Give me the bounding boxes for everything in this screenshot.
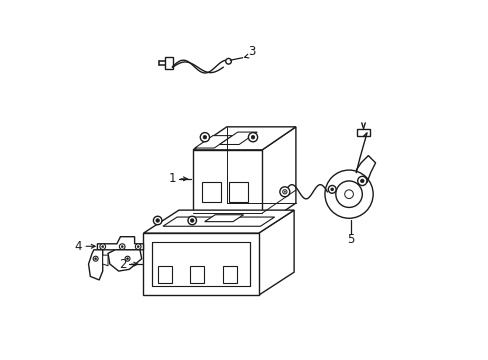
Polygon shape xyxy=(356,129,369,136)
Polygon shape xyxy=(189,266,203,283)
Circle shape xyxy=(119,244,125,249)
Circle shape xyxy=(325,170,372,218)
Circle shape xyxy=(330,188,333,191)
Text: 4: 4 xyxy=(74,240,81,253)
Circle shape xyxy=(121,246,123,248)
Polygon shape xyxy=(164,57,172,69)
Circle shape xyxy=(126,258,128,260)
Circle shape xyxy=(153,216,162,225)
Polygon shape xyxy=(193,150,262,226)
Circle shape xyxy=(327,185,335,193)
Text: 1: 1 xyxy=(168,172,176,185)
Polygon shape xyxy=(262,127,295,226)
Polygon shape xyxy=(108,250,142,271)
Circle shape xyxy=(135,244,141,249)
Polygon shape xyxy=(102,255,108,266)
Text: 3: 3 xyxy=(247,45,255,58)
Circle shape xyxy=(93,256,98,261)
Polygon shape xyxy=(194,136,232,148)
Polygon shape xyxy=(157,266,171,283)
Circle shape xyxy=(335,181,362,207)
Circle shape xyxy=(190,219,194,222)
Polygon shape xyxy=(219,132,257,144)
Circle shape xyxy=(187,216,196,225)
Polygon shape xyxy=(202,182,221,202)
Text: 5: 5 xyxy=(346,233,354,246)
Polygon shape xyxy=(97,237,143,250)
Circle shape xyxy=(203,135,206,139)
Circle shape xyxy=(94,258,97,260)
Polygon shape xyxy=(163,217,274,226)
Circle shape xyxy=(156,219,159,222)
Circle shape xyxy=(100,244,105,249)
Polygon shape xyxy=(193,127,295,150)
Polygon shape xyxy=(258,210,293,295)
Polygon shape xyxy=(204,215,243,222)
Circle shape xyxy=(357,176,366,185)
Circle shape xyxy=(137,246,139,248)
Polygon shape xyxy=(88,250,102,280)
Circle shape xyxy=(125,256,130,261)
Polygon shape xyxy=(228,182,247,202)
Circle shape xyxy=(251,135,254,139)
Polygon shape xyxy=(143,210,293,233)
Circle shape xyxy=(360,179,364,183)
Polygon shape xyxy=(223,266,237,283)
Circle shape xyxy=(282,190,286,194)
Circle shape xyxy=(279,187,289,197)
Circle shape xyxy=(102,246,103,248)
Circle shape xyxy=(200,132,209,142)
Text: 2: 2 xyxy=(119,258,126,271)
Circle shape xyxy=(225,58,231,64)
Circle shape xyxy=(344,190,353,198)
Polygon shape xyxy=(152,242,249,286)
Circle shape xyxy=(284,191,285,193)
Circle shape xyxy=(248,132,257,142)
Polygon shape xyxy=(143,233,258,295)
